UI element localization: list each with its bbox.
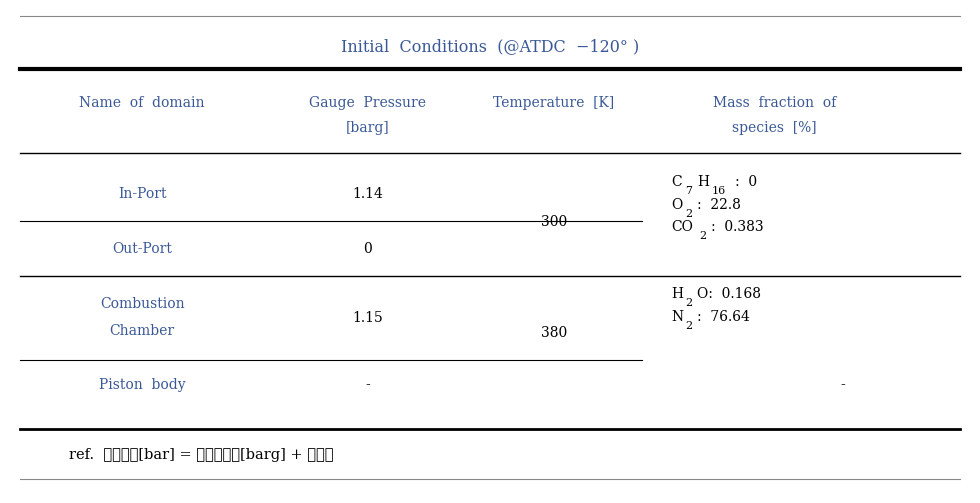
Text: species  [%]: species [%] — [732, 121, 816, 135]
Text: C: C — [671, 175, 682, 189]
Text: 2: 2 — [686, 321, 693, 331]
Text: -: - — [841, 378, 845, 392]
Text: 1.15: 1.15 — [352, 311, 383, 325]
Text: CO: CO — [671, 220, 693, 234]
Text: [barg]: [barg] — [346, 121, 389, 135]
Text: 380: 380 — [541, 326, 566, 340]
Text: Chamber: Chamber — [110, 324, 174, 338]
Text: :  22.8: : 22.8 — [698, 198, 741, 212]
Text: Piston  body: Piston body — [99, 378, 185, 392]
Text: 2: 2 — [686, 298, 693, 308]
Text: :  76.64: : 76.64 — [698, 310, 750, 324]
Text: :  0.383: : 0.383 — [711, 220, 764, 234]
Text: Initial  Conditions  (@ATDC  −120° ): Initial Conditions (@ATDC −120° ) — [341, 38, 639, 55]
Text: 16: 16 — [711, 186, 726, 196]
Text: :  0: : 0 — [735, 175, 758, 189]
Text: 2: 2 — [686, 209, 693, 219]
Text: In-Port: In-Port — [118, 187, 167, 201]
Text: O: O — [671, 198, 682, 212]
Text: Temperature  [K]: Temperature [K] — [493, 96, 614, 110]
Text: 1.14: 1.14 — [352, 187, 383, 201]
Text: Combustion: Combustion — [100, 297, 184, 311]
Text: O:  0.168: O: 0.168 — [698, 287, 761, 301]
Text: 7: 7 — [686, 186, 693, 196]
Text: 2: 2 — [700, 231, 707, 241]
Text: Name  of  domain: Name of domain — [79, 96, 205, 110]
Text: Out-Port: Out-Port — [112, 242, 172, 256]
Text: 0: 0 — [364, 242, 371, 256]
Text: H: H — [671, 287, 683, 301]
Text: Gauge  Pressure: Gauge Pressure — [309, 96, 426, 110]
Text: ref.  절대압력[bar] = 게이지압력[barg] + 대기압: ref. 절대압력[bar] = 게이지압력[barg] + 대기압 — [69, 448, 333, 462]
Text: Mass  fraction  of: Mass fraction of — [712, 96, 836, 110]
Text: 300: 300 — [541, 215, 566, 229]
Text: N: N — [671, 310, 683, 324]
Text: H: H — [698, 175, 710, 189]
Text: -: - — [366, 378, 369, 392]
